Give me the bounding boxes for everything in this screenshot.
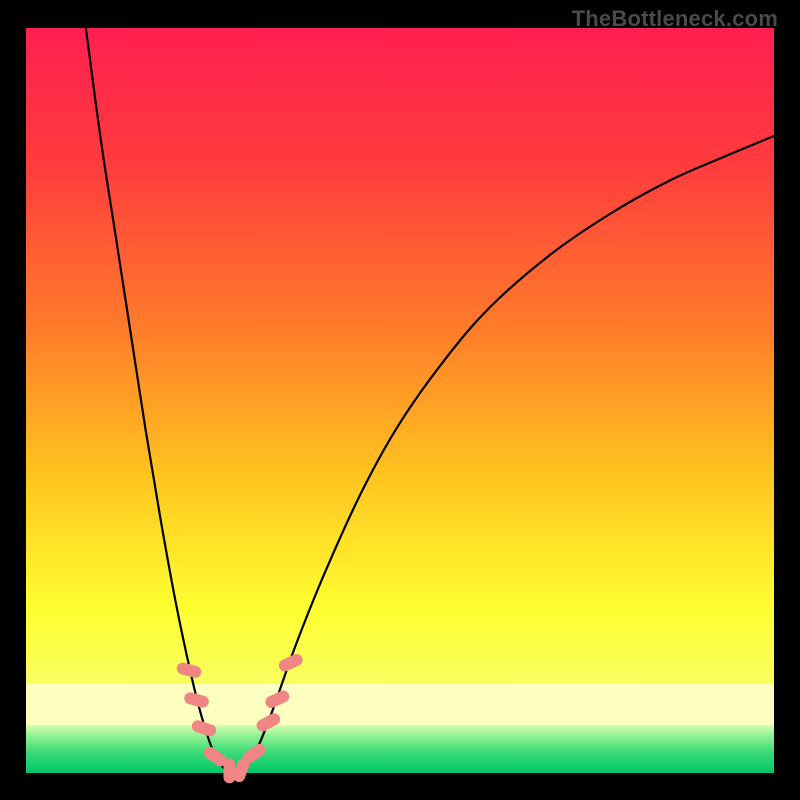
curve-marker: [254, 711, 282, 733]
watermark-text: TheBottleneck.com: [572, 6, 778, 32]
curve-marker: [223, 758, 235, 783]
curve-marker: [263, 689, 291, 710]
curve-layer: [26, 28, 774, 773]
stage: TheBottleneck.com: [0, 0, 800, 800]
plot-area: [26, 28, 774, 773]
bottleneck-curve: [86, 28, 774, 772]
curve-marker: [277, 652, 305, 673]
